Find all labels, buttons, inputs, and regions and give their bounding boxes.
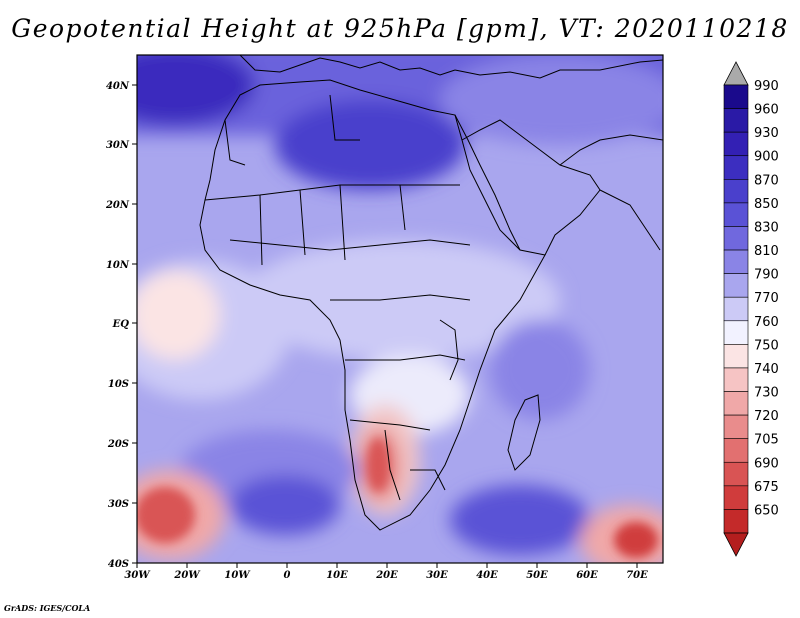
colorbar-swatch xyxy=(723,179,749,204)
colorbar-label: 650 xyxy=(754,503,779,518)
page-title: Geopotential Height at 925hPa [gpm], VT:… xyxy=(11,14,789,43)
lon-tick-label: 10E xyxy=(326,570,348,581)
colorbar-swatch xyxy=(723,296,749,322)
lat-tick-label: 10S xyxy=(108,379,129,390)
colorbar-label: 900 xyxy=(754,150,779,165)
lon-tick-label: 20E xyxy=(375,570,398,581)
colorbar-swatch xyxy=(723,344,749,369)
colorbar-label: 750 xyxy=(754,338,779,353)
colorbar-label: 760 xyxy=(754,315,779,330)
lon-tick-label: 0 xyxy=(284,570,291,581)
colorbar-label: 830 xyxy=(754,220,779,235)
colorbar-swatch xyxy=(723,273,749,298)
geopotential-field xyxy=(137,55,663,563)
colorbar-swatch xyxy=(723,320,749,345)
colorbar-swatch xyxy=(723,108,749,133)
lon-tick-label: 20W xyxy=(173,570,201,581)
lon-tick-label: 70E xyxy=(626,570,648,581)
colorbar-label: 990 xyxy=(754,79,779,94)
lat-tick-label: 30S xyxy=(108,499,129,510)
colorbar-swatch xyxy=(723,438,749,463)
lat-tick-label: 40S xyxy=(108,559,129,570)
colorbar-swatch xyxy=(723,84,749,109)
colorbar-label: 870 xyxy=(754,173,779,188)
colorbar-over-triangle xyxy=(723,61,749,86)
latitude-axis: 40N 30N 20N 10N EQ 10S 20S 30S 40S xyxy=(105,81,137,570)
colorbar-label: 740 xyxy=(754,362,779,377)
colorbar-label: 690 xyxy=(754,456,779,471)
colorbar-label: 790 xyxy=(754,268,779,283)
map-frame xyxy=(136,54,664,564)
colorbar-swatch xyxy=(723,202,749,227)
colorbar-swatch xyxy=(723,226,749,251)
lat-tick-label: 30N xyxy=(106,140,130,151)
colorbar: 990 960 930 900 870 850 830 810 790 770 760 750 740 7… xyxy=(723,61,779,557)
colorbar-label: 850 xyxy=(754,197,779,212)
lat-tick-label: 20N xyxy=(105,200,130,211)
coastlines xyxy=(199,55,663,531)
lon-tick-label: 30E xyxy=(426,570,448,581)
lat-tick-label: EQ xyxy=(112,319,130,330)
colorbar-label: 705 xyxy=(754,433,779,448)
lat-tick-label: 40N xyxy=(106,81,130,92)
colorbar-under-triangle xyxy=(723,532,749,557)
colorbar-swatch xyxy=(723,391,749,416)
colorbar-swatch xyxy=(723,367,749,392)
credit-text: GrADS: IGES/COLA xyxy=(4,603,91,613)
lat-tick-label: 20S xyxy=(107,439,129,450)
colorbar-swatch xyxy=(723,155,749,180)
colorbar-swatch xyxy=(723,249,749,274)
colorbar-swatch xyxy=(723,485,749,510)
lon-tick-label: 40E xyxy=(476,570,498,581)
longitude-axis: 30W 20W 10W 0 10E 20E 30E 40E 50E 60E 70… xyxy=(124,563,648,581)
colorbar-swatch xyxy=(723,414,749,439)
colorbar-label: 720 xyxy=(754,409,779,424)
lon-tick-label: 60E xyxy=(576,570,598,581)
colorbar-label: 730 xyxy=(754,386,779,401)
lon-tick-label: 30W xyxy=(124,570,151,581)
colorbar-swatch xyxy=(723,131,749,157)
colorbar-label: 810 xyxy=(754,244,779,259)
colorbar-label: 770 xyxy=(754,291,779,306)
colorbar-label: 930 xyxy=(754,126,779,141)
lat-tick-label: 10N xyxy=(106,260,130,271)
colorbar-label: 675 xyxy=(754,480,779,495)
lon-tick-label: 10W xyxy=(224,570,251,581)
colorbar-swatch xyxy=(723,461,749,487)
colorbar-label: 960 xyxy=(754,103,779,118)
colorbar-swatch xyxy=(723,509,749,534)
lon-tick-label: 50E xyxy=(526,570,548,581)
